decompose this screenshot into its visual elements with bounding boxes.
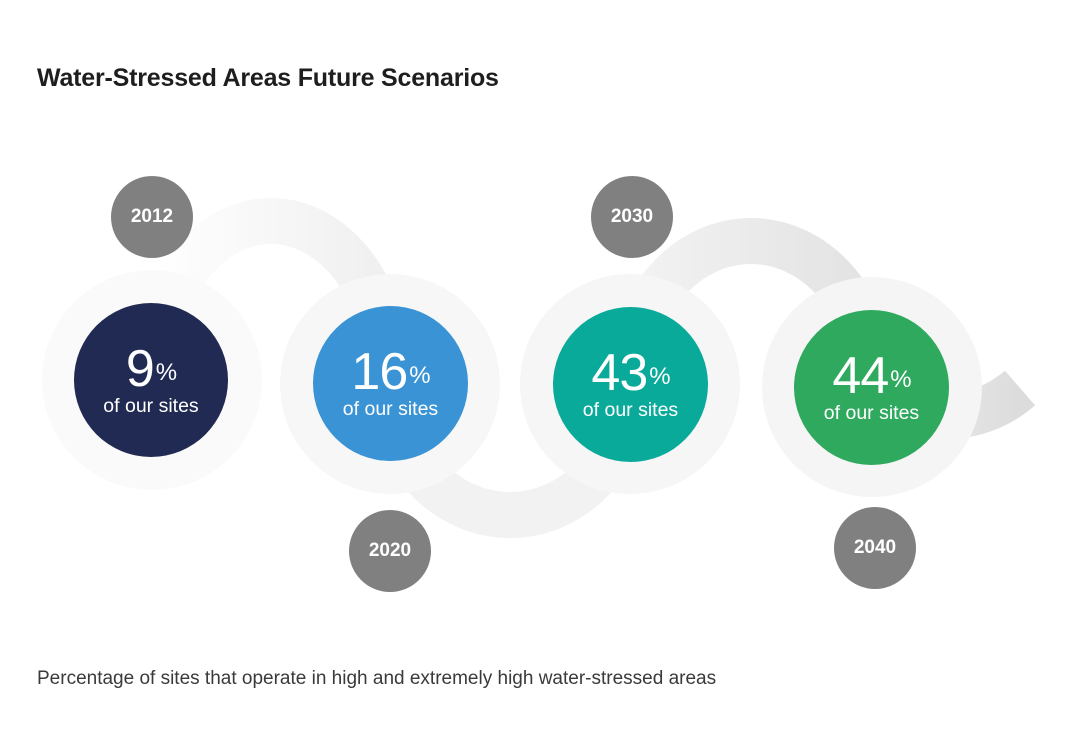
year-badge-2040: 2040 <box>834 507 916 589</box>
scenario-circle-2012: 9% of our sites <box>74 303 228 457</box>
percentage-value: 9% <box>125 339 177 398</box>
caption: Percentage of sites that operate in high… <box>37 668 717 689</box>
year-badge-2030: 2030 <box>591 176 673 258</box>
scenario-circle-2020: 16% of our sites <box>313 306 468 461</box>
page-title: Water-Stressed Areas Future Scenarios <box>37 64 499 92</box>
percentage-value: 16% <box>351 343 430 401</box>
scenario-circle-2030: 43% of our sites <box>553 307 708 462</box>
percentage-label: of our sites <box>582 399 679 421</box>
percentage-label: of our sites <box>103 394 199 417</box>
percentage-label: of our sites <box>342 398 439 420</box>
year-badge-2020: 2020 <box>349 510 431 592</box>
percentage-label: of our sites <box>823 402 920 424</box>
percentage-value: 44% <box>832 347 911 405</box>
percentage-value: 43% <box>591 344 670 402</box>
scenario-circle-2040: 44% of our sites <box>794 310 949 465</box>
year-badge-2012: 2012 <box>111 176 193 258</box>
